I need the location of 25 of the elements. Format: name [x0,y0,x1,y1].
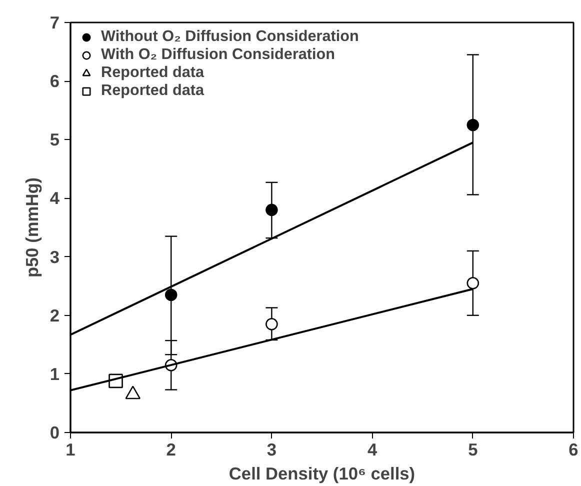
y-tick-label: 7 [50,12,60,32]
y-axis-title: p50 (mmHg) [22,177,42,278]
y-tick-label: 2 [50,305,60,326]
point [164,288,178,301]
x-tick-label: 1 [66,440,76,460]
y-tick-label: 4 [50,188,60,208]
point [266,318,278,330]
point [266,204,278,216]
x-tick-label: 5 [468,440,478,460]
legend-label: Reported data [101,82,204,100]
x-tick-label: 4 [367,440,378,460]
y-tick-label: 1 [50,364,60,384]
x-tick-label: 6 [568,440,579,460]
y-tick-label: 6 [50,71,60,92]
legend-label: With O₂ Diffusion Consideration [101,46,336,64]
y-tick-label: 5 [50,130,60,150]
point [466,118,480,132]
y-tick-label: 0 [50,422,60,442]
x-axis-title: Cell Density (10⁶ cells) [228,464,416,484]
x-tick-label: 2 [166,440,176,460]
legend-label: Reported data [101,64,204,82]
x-tick-label: 3 [266,440,277,460]
point [466,277,480,290]
legend-label: Without O₂ Diffusion Consideration [101,28,359,46]
y-tick-label: 3 [50,246,60,267]
